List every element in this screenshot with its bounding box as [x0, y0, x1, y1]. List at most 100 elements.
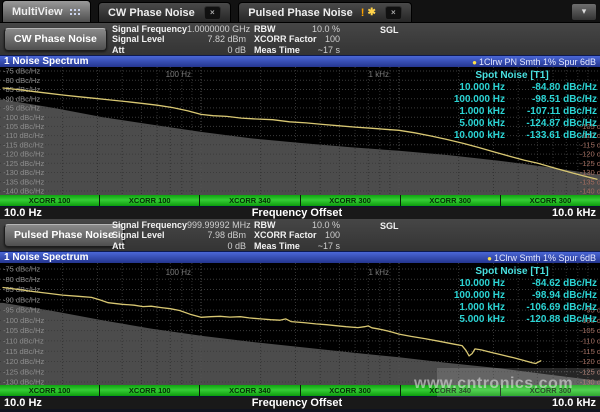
spot-value: -98.94 dBc/Hz — [531, 290, 597, 301]
field-value: ~17 s — [317, 44, 340, 55]
tab-multiview[interactable]: MultiView — [2, 0, 91, 22]
star-icon: ✱ — [367, 7, 376, 18]
x-decade-label: 100 Hz — [166, 70, 191, 79]
field-value: 100 — [324, 230, 340, 241]
y-axis-label-right: -95 dBc/Hz — [584, 306, 600, 315]
y-axis-label-right: -110 dBc/Hz — [580, 131, 600, 140]
tab-multiview-label: MultiView — [12, 5, 63, 18]
y-axis-label-right: -130 dBc/Hz — [580, 378, 600, 385]
field-label: Att — [112, 240, 125, 251]
axis-stop: 10.0 kHz — [551, 397, 596, 409]
xcorr-segment: XCORR 300 — [300, 385, 400, 396]
y-axis-label-right: -115 dBc/Hz — [580, 140, 600, 149]
field-label: Signal Level — [112, 34, 165, 45]
spot-freq: 5.000 kHz — [459, 118, 505, 129]
field-value: 7.98 dBm — [207, 230, 246, 241]
spot-noise-row: 5.000 kHz -124.87 dBc/Hz — [427, 118, 597, 130]
spot-freq: 10.000 Hz — [459, 82, 505, 93]
field-label: RBW — [254, 220, 276, 230]
field-label: Meas Time — [254, 240, 300, 251]
xcorr-segment: XCORR 100 — [100, 195, 200, 206]
sgl-badge: SGL — [380, 221, 399, 231]
field-label: Signal Frequency — [112, 220, 188, 230]
spot-noise-row: 10.000 kHz -133.61 dBc/Hz — [427, 130, 597, 142]
xcorr-segment: XCORR 340 — [400, 385, 500, 396]
y-axis-label-right: -110 dBc/Hz — [580, 337, 600, 346]
spot-value: -133.61 dBc/Hz — [526, 130, 597, 141]
y-axis-label-left: -90 dBc/Hz — [3, 295, 40, 304]
noise-spectrum-plot[interactable]: -75 dBc/Hz -80 dBc/Hz -85 dBc/Hz -90 dBc/Hz… — [0, 67, 600, 195]
header-fields-col1: Signal Frequency 999.99992 MHz Signal Lev… — [112, 220, 251, 251]
axis-start: 10.0 Hz — [4, 397, 42, 409]
axis-start: 10.0 Hz — [4, 207, 42, 219]
alert-icon: ! — [360, 6, 365, 19]
tab-pulsed-phase-noise[interactable]: Pulsed Phase Noise ! ✱ × — [238, 2, 412, 22]
y-axis-label-left: -90 dBc/Hz — [3, 94, 40, 103]
spot-noise-title: Spot Noise [T1] — [475, 266, 549, 277]
y-axis-label-left: -105 dBc/Hz — [3, 122, 45, 131]
close-icon[interactable]: × — [384, 5, 402, 20]
spot-noise-row: 1.000 kHz -107.11 dBc/Hz — [427, 106, 597, 118]
y-axis-label-right: -135 dBc/Hz — [580, 177, 600, 186]
xcorr-segment: XCORR 100 — [0, 195, 100, 206]
spot-freq: 1.000 kHz — [459, 302, 505, 313]
window-titlebar[interactable]: 1 Noise Spectrum ● 1Clrw PN Smth 1% Spur … — [0, 55, 600, 67]
y-axis-label-left: -120 dBc/Hz — [3, 357, 45, 366]
y-axis-label-left: -95 dBc/Hz — [3, 306, 40, 315]
noise-trace — [2, 286, 542, 365]
y-axis-label-left: -110 dBc/Hz — [3, 337, 44, 346]
spot-freq: 1.000 kHz — [459, 106, 505, 117]
field-label: Meas Time — [254, 44, 300, 55]
trace-dot-icon: ● — [487, 253, 492, 263]
y-axis-label-left: -125 dBc/Hz — [3, 367, 45, 376]
field-value: 0 dB — [227, 240, 246, 251]
field-value: ~17 s — [317, 240, 340, 251]
y-axis-label-right: -105 dBc/Hz — [580, 122, 600, 131]
header-fields-col1: Signal Frequency 1.0000000 GHz Signal Lev… — [112, 24, 250, 55]
trace-info: ● 1Clrw PN Smth 1% Spur 6dB — [472, 56, 596, 67]
spot-value: -84.80 dBc/Hz — [531, 82, 597, 93]
trace-info: ● 1Clrw Smth 1% Spur 6dB — [487, 252, 596, 263]
tab-cw-label: CW Phase Noise — [107, 6, 195, 19]
y-axis-label-right: -120 dBc/Hz — [580, 357, 600, 366]
y-axis-label-right: -105 dBc/Hz — [580, 326, 600, 335]
noise-trace — [2, 87, 598, 180]
y-axis-label-left: -115 dBc/Hz — [3, 140, 44, 149]
field-label: Signal Level — [112, 230, 165, 241]
grid-icon — [69, 8, 81, 15]
close-icon[interactable]: × — [203, 5, 221, 20]
xcorr-gain-bar: XCORR 100 XCORR 100 XCORR 340 XCORR 300 XCOR… — [0, 195, 600, 206]
spot-freq: 10.000 Hz — [459, 278, 505, 289]
field-value: 7.82 dBm — [207, 34, 246, 45]
y-axis-label-left: -120 dBc/Hz — [3, 150, 45, 159]
channel-button-pulsed[interactable]: Pulsed Phase Noise — [4, 224, 124, 247]
xcorr-gain-bar: XCORR 100 XCORR 100 XCORR 340 XCORR 300 XCOR… — [0, 385, 600, 396]
window-titlebar[interactable]: 1 Noise Spectrum ● 1Clrw Smth 1% Spur 6dB — [0, 251, 600, 263]
spot-noise-row: 1.000 kHz -106.69 dBc/Hz — [427, 302, 597, 314]
spot-noise-title: Spot Noise [T1] — [475, 70, 549, 81]
spot-noise-table: Spot Noise [T1] 10.000 Hz -84.80 dBc/Hz 100… — [427, 70, 597, 142]
y-axis-label-left: -105 dBc/Hz — [3, 326, 45, 335]
channel-button-cw[interactable]: CW Phase Noise — [4, 28, 107, 51]
noise-spectrum-plot[interactable]: -75 dBc/Hz -80 dBc/Hz -85 dBc/Hz -90 dBc/Hz… — [0, 263, 600, 385]
header-fields-col2: RBW 10.0 % XCORR Factor 100 Meas Time ~17 s — [254, 220, 340, 251]
y-axis-label-right: -125 dBc/Hz — [580, 367, 600, 376]
field-value: 999.99992 MHz — [187, 220, 251, 230]
y-axis-label-left: -100 dBc/Hz — [3, 316, 45, 325]
xcorr-segment: XCORR 340 — [200, 195, 300, 206]
window-title: 1 Noise Spectrum — [4, 56, 89, 67]
field-label: RBW — [254, 24, 276, 34]
y-axis-label-left: -140 dBc/Hz — [3, 187, 45, 195]
field-value: 10.0 % — [311, 24, 340, 34]
bottom-strip — [0, 409, 600, 412]
tab-overflow-button[interactable]: ▾ — [571, 3, 597, 21]
field-label: XCORR Factor — [254, 230, 317, 241]
field-value: 0 dB — [227, 44, 246, 55]
xcorr-segment: XCORR 100 — [0, 385, 100, 396]
field-label: Signal Frequency — [112, 24, 188, 34]
frequency-axis-bar: 10.0 Hz Frequency Offset 10.0 kHz — [0, 206, 600, 219]
spot-freq: 5.000 kHz — [459, 314, 505, 325]
y-axis-label-right: -140 dBc/Hz — [580, 187, 600, 195]
tab-cw-phase-noise[interactable]: CW Phase Noise × — [97, 2, 231, 22]
